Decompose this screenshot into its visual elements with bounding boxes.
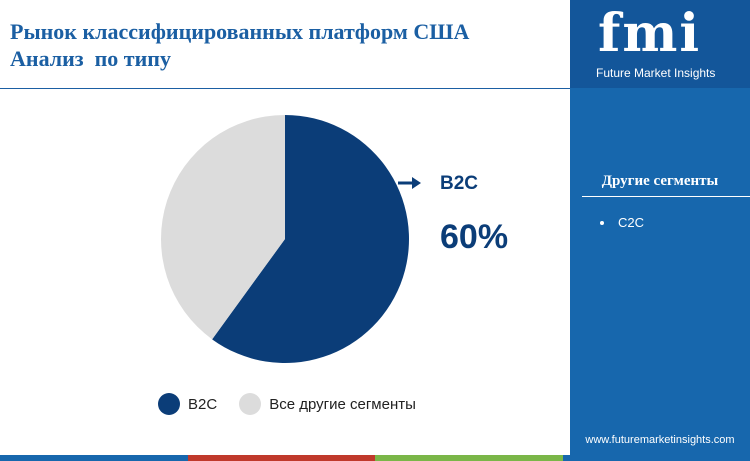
callout-label: B2C [440,173,479,194]
legend-swatch-b2c [158,393,180,415]
other-segments-heading: Другие сегменты [601,173,719,189]
bottom-bar-segment [562,455,750,461]
page-title-line-1: Рынок классифицированных платформ США [10,19,470,44]
pie-slice-b2c [212,115,409,363]
callout-value: 60% [440,218,509,256]
bottom-color-bar [0,455,750,461]
title-divider [0,88,570,89]
legend-label-b2c: B2C [188,395,218,413]
pie-chart [161,115,421,363]
callout-arrow-icon [398,177,421,189]
page-title-line-2: Анализ по типу [10,46,171,71]
legend-swatch-other [239,393,262,415]
chart-legend: B2C Все другие сегменты [158,393,438,415]
bullet-icon [600,220,604,225]
pie-slices [161,115,409,363]
legend-label-other: Все другие сегменты [269,395,416,413]
logo-mark: fmi [598,3,702,64]
bottom-bar-segment [0,455,188,461]
sidebar-divider [582,196,750,197]
sidebar: fmi Future Market Insights Другие сегмен… [570,0,750,455]
bottom-bar-segment [375,455,563,461]
website-link[interactable]: www.futuremarketinsights.com [585,434,735,446]
legend-item-b2c: B2C [158,393,217,415]
segment-list: C2C [600,215,644,230]
bottom-bar-segment [187,455,375,461]
legend-item-other: Все другие сегменты [239,393,416,415]
list-item-label: C2C [618,215,645,230]
logo-subtitle: Future Market Insights [596,66,716,80]
logo: fmi Future Market Insights [570,0,750,88]
list-item: C2C [600,215,644,230]
title-block: Рынок классифицированных платформ США Ан… [10,18,565,72]
pie-slice-other [161,115,285,340]
